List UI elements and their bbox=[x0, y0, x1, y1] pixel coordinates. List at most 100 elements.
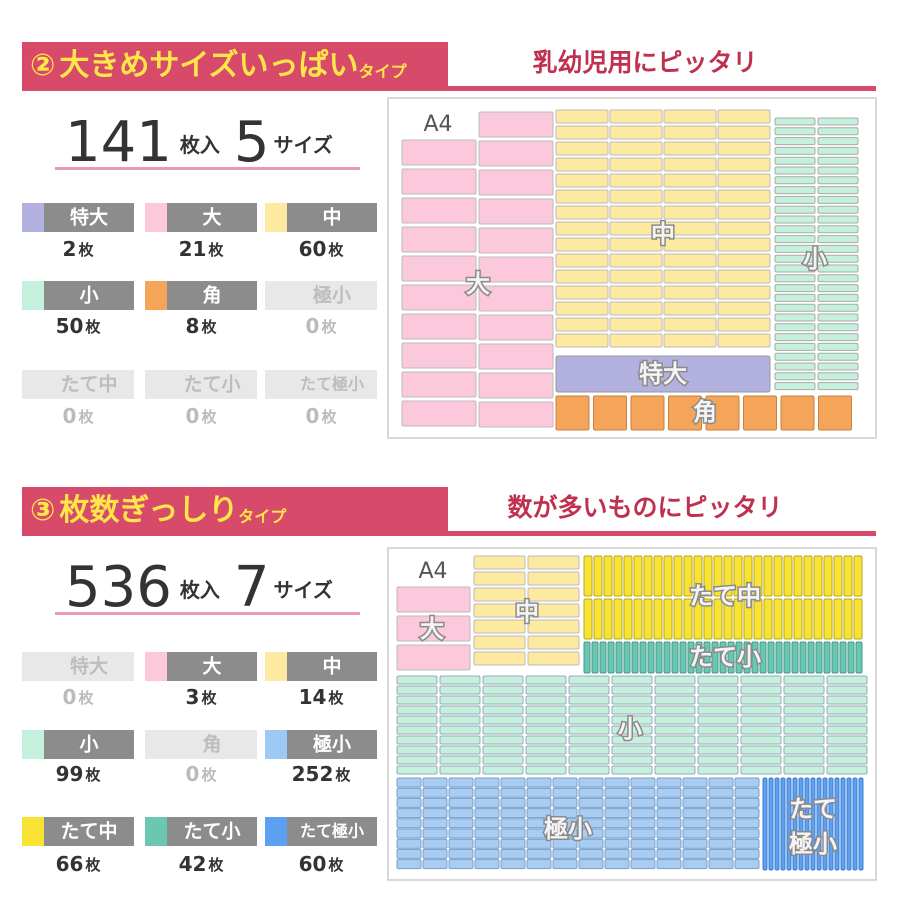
sheet-piece bbox=[525, 765, 567, 775]
sheet-piece bbox=[687, 641, 695, 674]
header-line bbox=[22, 86, 876, 91]
sheet-piece bbox=[783, 735, 825, 745]
sheet-piece bbox=[786, 777, 792, 871]
sheet-piece bbox=[401, 284, 477, 311]
sheet-piece bbox=[817, 362, 859, 371]
sheet-piece bbox=[780, 777, 786, 871]
sheet-piece bbox=[823, 641, 831, 674]
sheet-piece bbox=[396, 735, 438, 745]
sheet-piece bbox=[611, 765, 653, 775]
sheet-piece bbox=[774, 235, 816, 244]
diagram-label: 極小 bbox=[544, 815, 592, 843]
sheet-piece bbox=[774, 195, 816, 204]
sheet-piece bbox=[609, 301, 663, 316]
sheet-piece bbox=[643, 598, 653, 640]
sheet-piece bbox=[679, 641, 687, 674]
sheet-piece bbox=[734, 859, 760, 870]
count-unit: 枚 bbox=[328, 689, 344, 707]
count-number: 3 bbox=[186, 685, 200, 709]
item-swatch bbox=[145, 652, 167, 681]
sheet-piece bbox=[817, 274, 859, 283]
sheet-piece bbox=[743, 395, 777, 431]
sheet-piece bbox=[555, 189, 609, 204]
sheet-piece bbox=[826, 695, 868, 705]
sheet-piece bbox=[774, 244, 816, 253]
diagram-label: たて bbox=[789, 795, 837, 823]
sheet-piece bbox=[799, 641, 807, 674]
sheet-piece bbox=[401, 255, 477, 282]
item-swatch bbox=[265, 730, 287, 759]
sheet-piece bbox=[740, 705, 782, 715]
sheet-piece bbox=[500, 828, 526, 839]
item-label-bar bbox=[287, 817, 377, 846]
sheet-piece bbox=[654, 755, 696, 765]
sheet-piece bbox=[473, 587, 526, 602]
totals-underline bbox=[55, 167, 360, 170]
sheet-piece bbox=[482, 705, 524, 715]
sheet-piece bbox=[774, 117, 816, 126]
sheet-piece bbox=[583, 641, 591, 674]
sheet-piece bbox=[774, 362, 816, 371]
sheet-piece bbox=[527, 651, 580, 666]
sheet-piece bbox=[578, 777, 604, 788]
count-number: 42 bbox=[179, 852, 207, 876]
sheet-piece bbox=[817, 117, 859, 126]
sheet-piece bbox=[697, 745, 739, 755]
sheet-piece bbox=[822, 777, 828, 871]
sheet-piece bbox=[682, 848, 708, 859]
sheet-piece bbox=[439, 735, 481, 745]
sheet-piece bbox=[817, 186, 859, 195]
sheet-piece bbox=[555, 221, 609, 236]
sheet-piece bbox=[743, 641, 751, 674]
item-swatch bbox=[22, 370, 44, 399]
sheet-piece bbox=[525, 745, 567, 755]
item-label: たて極小 bbox=[300, 375, 364, 394]
sheet-piece bbox=[527, 587, 580, 602]
sheet-piece bbox=[526, 838, 552, 849]
sheet-piece bbox=[703, 598, 713, 640]
sheet-piece bbox=[717, 221, 771, 236]
sheet-piece bbox=[611, 745, 653, 755]
sheet-piece bbox=[807, 641, 815, 674]
sheet-piece bbox=[478, 198, 554, 225]
sheet-piece bbox=[816, 777, 822, 871]
count-number: 8 bbox=[186, 314, 200, 338]
sheet-piece bbox=[473, 555, 526, 570]
sheet-piece bbox=[500, 797, 526, 808]
sheet-piece bbox=[609, 237, 663, 252]
size-unit: サイズ bbox=[274, 578, 333, 602]
sheet-piece bbox=[853, 598, 863, 640]
sheet-piece bbox=[609, 125, 663, 140]
sheet-piece bbox=[578, 838, 604, 849]
sheet-piece bbox=[656, 848, 682, 859]
sheet-piece bbox=[826, 745, 868, 755]
sheet-piece bbox=[478, 343, 554, 370]
item-count: 14 枚 bbox=[299, 685, 345, 709]
sheet-piece bbox=[639, 641, 647, 674]
sheet-piece bbox=[818, 395, 852, 431]
sheet-piece bbox=[783, 641, 791, 674]
item-label-bar bbox=[167, 281, 257, 310]
sheet-piece bbox=[525, 725, 567, 735]
item-label: たて中 bbox=[60, 373, 117, 396]
sheet-piece bbox=[734, 828, 760, 839]
sheet-piece bbox=[555, 269, 609, 284]
sheet-piece bbox=[396, 787, 422, 798]
sheet-piece bbox=[396, 695, 438, 705]
sheet-piece bbox=[613, 598, 623, 640]
sheet-piece bbox=[717, 333, 771, 348]
item-label: 角 bbox=[202, 733, 221, 756]
tagline: 数が多いものにピッタリ bbox=[507, 493, 782, 522]
sheet-piece bbox=[401, 197, 477, 224]
item-swatch bbox=[22, 281, 44, 310]
count-unit: 枚 bbox=[78, 241, 94, 259]
item-label-bar bbox=[287, 370, 377, 399]
sheet-piece bbox=[526, 848, 552, 859]
sheet-piece bbox=[609, 189, 663, 204]
sheet-piece bbox=[478, 401, 554, 428]
sheet-piece bbox=[774, 372, 816, 381]
section-number: ② bbox=[30, 48, 55, 83]
sheet-piece bbox=[422, 838, 448, 849]
section-title: ② 大きめサイズいっぱいタイプ bbox=[30, 48, 408, 83]
